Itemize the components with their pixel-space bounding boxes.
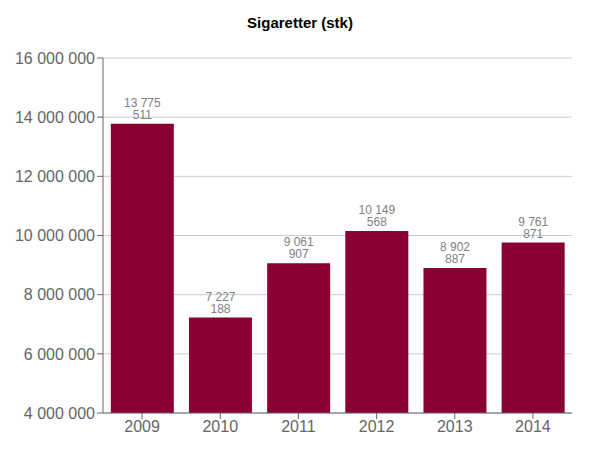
svg-text:12 000 000: 12 000 000 bbox=[15, 168, 95, 185]
svg-text:9 061907: 9 061907 bbox=[284, 235, 314, 261]
svg-text:10 000 000: 10 000 000 bbox=[15, 227, 95, 244]
svg-text:2012: 2012 bbox=[359, 418, 395, 435]
svg-text:14 000 000: 14 000 000 bbox=[15, 109, 95, 126]
svg-text:16 000 000: 16 000 000 bbox=[15, 50, 95, 67]
svg-text:4 000 000: 4 000 000 bbox=[24, 405, 95, 422]
svg-text:7 227188: 7 227188 bbox=[205, 290, 235, 316]
svg-text:8 000 000: 8 000 000 bbox=[24, 286, 95, 303]
svg-text:6 000 000: 6 000 000 bbox=[24, 346, 95, 363]
svg-text:2009: 2009 bbox=[124, 418, 160, 435]
svg-text:9 761871: 9 761871 bbox=[518, 215, 548, 241]
svg-text:8 902887: 8 902887 bbox=[440, 240, 470, 266]
svg-text:10 149568: 10 149568 bbox=[358, 203, 395, 229]
svg-text:2014: 2014 bbox=[515, 418, 551, 435]
html-text:Sigaretter (stk): Sigaretter (stk) bbox=[247, 14, 353, 31]
svg-text:13 775511: 13 775511 bbox=[124, 96, 161, 122]
svg-text:2011: 2011 bbox=[281, 418, 316, 435]
svg-text:2013: 2013 bbox=[437, 418, 473, 435]
svg-text:2010: 2010 bbox=[202, 418, 238, 435]
